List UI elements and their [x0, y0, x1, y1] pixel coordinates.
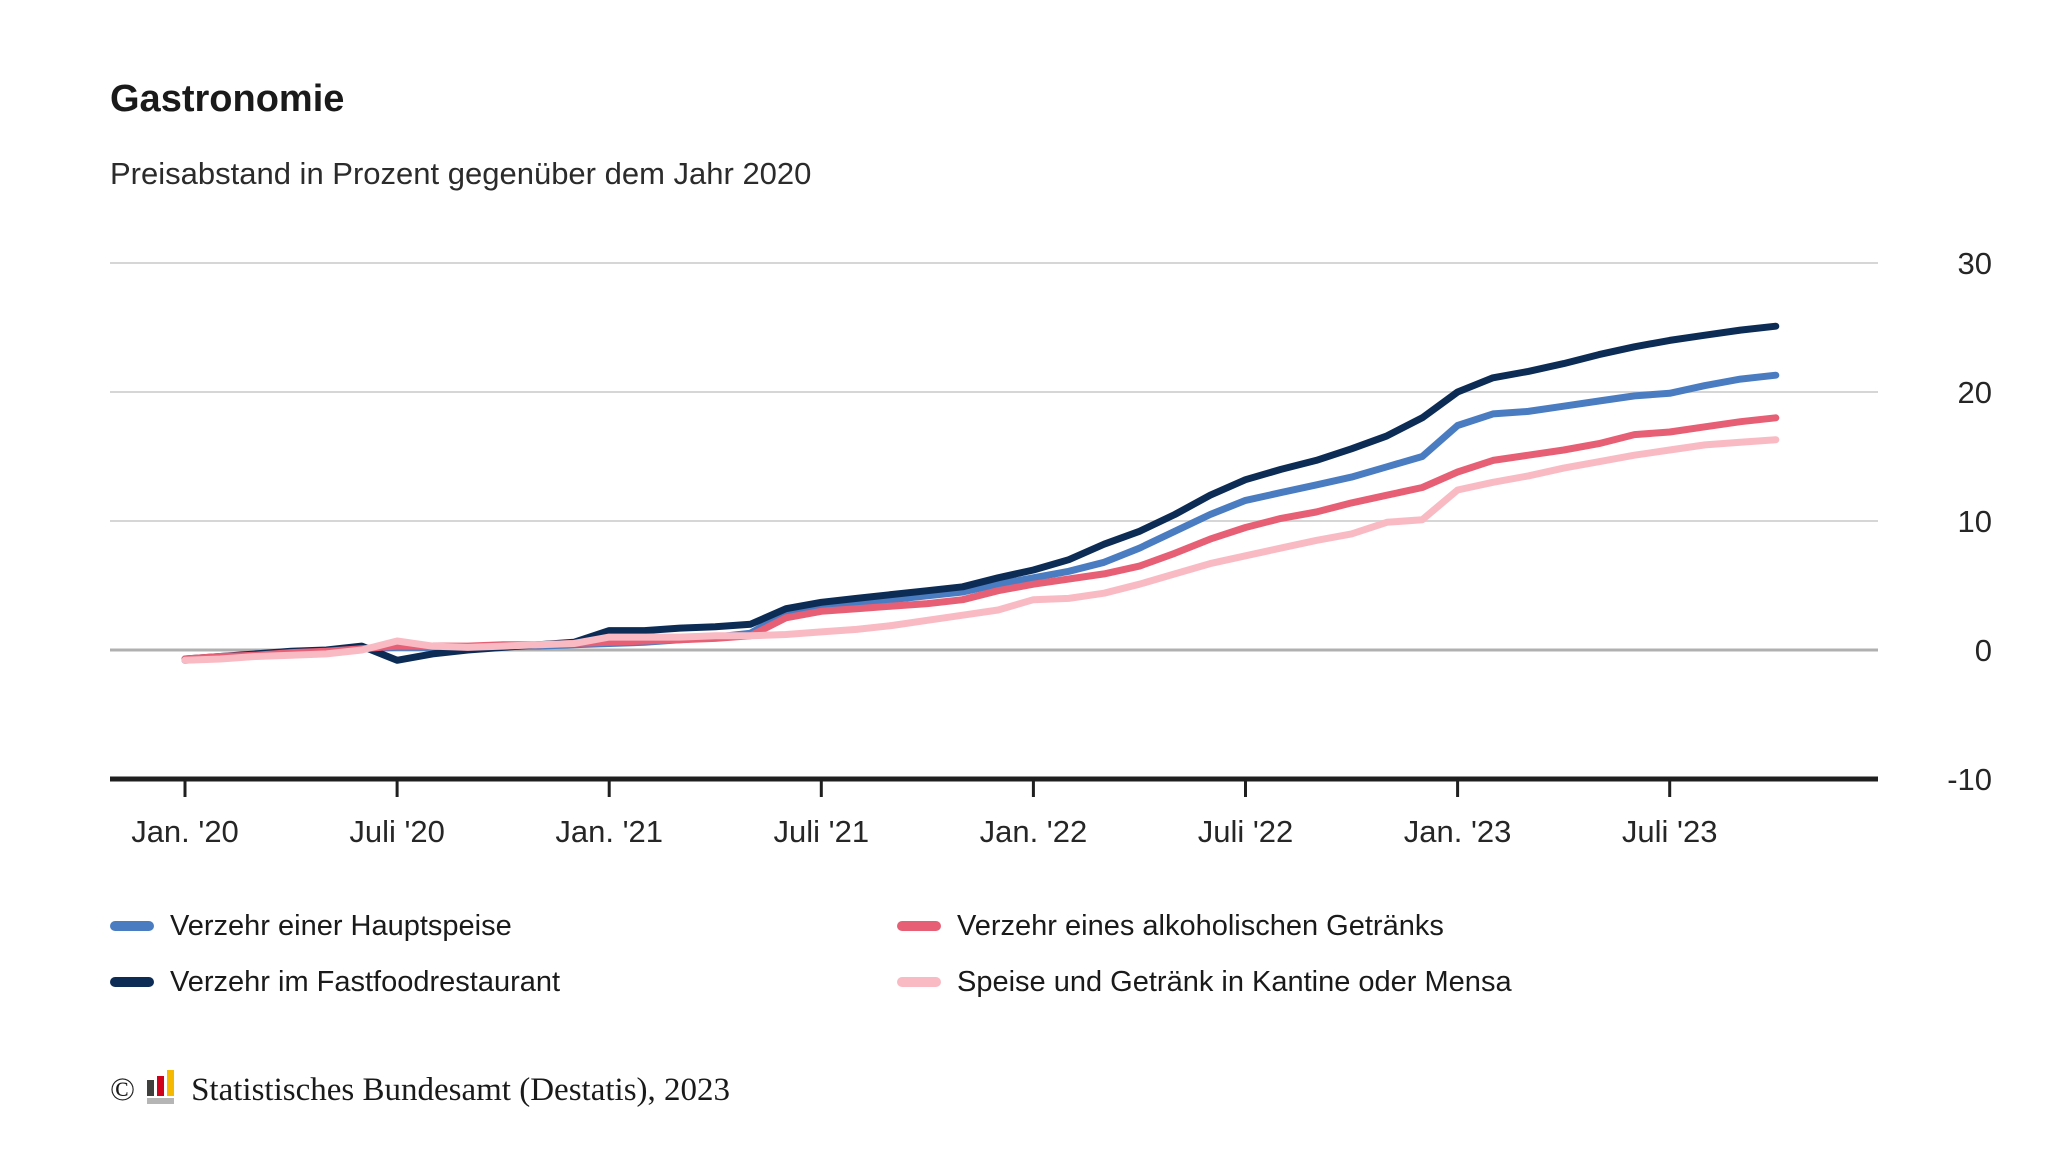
chart-title: Gastronomie [110, 78, 345, 120]
source-footer: © Statistisches Bundesamt (Destatis), 20… [110, 1068, 730, 1113]
legend-item: Verzehr eines alkoholischen Getränks [897, 910, 1512, 943]
x-axis-tick-label: Jan. '22 [980, 814, 1088, 849]
series-line [181, 322, 1780, 664]
legend-swatch-icon [897, 977, 941, 987]
series-line [181, 436, 1780, 664]
y-axis-tick-label: -10 [1947, 762, 1992, 797]
chart-subtitle: Preisabstand in Prozent gegenüber dem Ja… [110, 156, 812, 191]
legend-swatch-icon [110, 921, 154, 931]
x-axis-tick-label: Juli '20 [349, 814, 445, 849]
copyright-symbol: © [110, 1072, 136, 1108]
x-axis-tick-label: Juli '23 [1622, 814, 1718, 849]
y-axis-tick-label: 20 [1958, 375, 1992, 410]
x-axis-tick-label: Juli '21 [774, 814, 870, 849]
x-axis-tick-label: Jan. '20 [131, 814, 239, 849]
legend-item: Speise und Getränk in Kantine oder Mensa [897, 966, 1512, 999]
series-line [181, 371, 1780, 664]
legend-item: Verzehr im Fastfoodrestaurant [110, 966, 897, 999]
destatis-logo-icon [145, 1068, 179, 1113]
y-axis-tick-label: 30 [1958, 246, 1992, 281]
source-text: Statistisches Bundesamt (Destatis), 2023 [191, 1072, 731, 1108]
legend-label: Verzehr eines alkoholischen Getränks [957, 909, 1444, 942]
x-axis-tick-label: Juli '22 [1198, 814, 1294, 849]
chart-legend: Verzehr einer Hauptspeise Verzehr eines a… [110, 898, 1512, 1010]
legend-item: Verzehr einer Hauptspeise [110, 910, 897, 943]
legend-label: Verzehr im Fastfoodrestaurant [170, 965, 561, 998]
x-axis-tick-label: Jan. '21 [555, 814, 663, 849]
y-axis-tick-label: 0 [1975, 633, 1992, 668]
legend-swatch-icon [897, 921, 941, 931]
legend-label: Verzehr einer Hauptspeise [170, 909, 512, 942]
series-line [181, 414, 1780, 663]
legend-swatch-icon [110, 977, 154, 987]
y-axis-tick-label: 10 [1958, 504, 1992, 539]
legend-label: Speise und Getränk in Kantine oder Mensa [957, 965, 1512, 998]
x-axis-tick-label: Jan. '23 [1404, 814, 1512, 849]
